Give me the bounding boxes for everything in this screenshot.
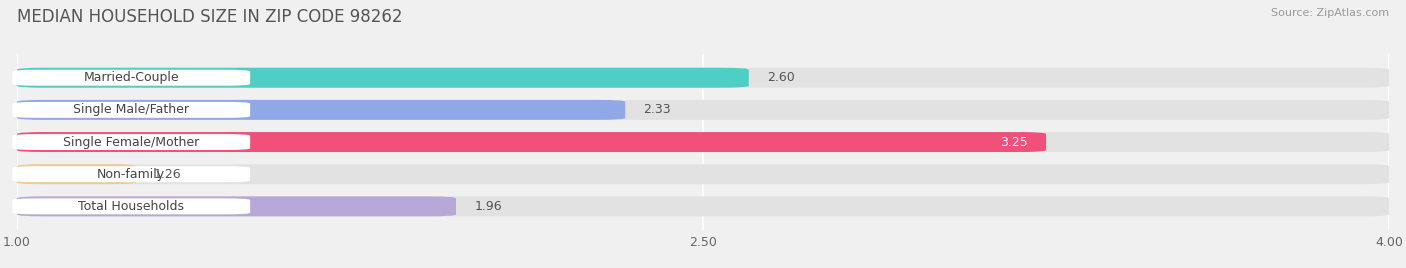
- FancyBboxPatch shape: [17, 100, 1389, 120]
- FancyBboxPatch shape: [13, 102, 250, 118]
- FancyBboxPatch shape: [17, 132, 1389, 152]
- Text: Total Households: Total Households: [79, 200, 184, 213]
- FancyBboxPatch shape: [17, 132, 1046, 152]
- FancyBboxPatch shape: [13, 166, 250, 182]
- Text: 1.96: 1.96: [474, 200, 502, 213]
- FancyBboxPatch shape: [17, 164, 1389, 184]
- Text: MEDIAN HOUSEHOLD SIZE IN ZIP CODE 98262: MEDIAN HOUSEHOLD SIZE IN ZIP CODE 98262: [17, 8, 402, 26]
- Text: 1.26: 1.26: [155, 168, 181, 181]
- FancyBboxPatch shape: [17, 196, 456, 216]
- FancyBboxPatch shape: [17, 196, 1389, 216]
- Text: 2.60: 2.60: [768, 71, 794, 84]
- Text: Non-family: Non-family: [97, 168, 166, 181]
- FancyBboxPatch shape: [17, 68, 749, 88]
- Text: Single Male/Father: Single Male/Father: [73, 103, 190, 116]
- FancyBboxPatch shape: [17, 164, 136, 184]
- FancyBboxPatch shape: [17, 100, 626, 120]
- Text: Source: ZipAtlas.com: Source: ZipAtlas.com: [1271, 8, 1389, 18]
- FancyBboxPatch shape: [13, 70, 250, 86]
- Text: Single Female/Mother: Single Female/Mother: [63, 136, 200, 148]
- FancyBboxPatch shape: [13, 134, 250, 150]
- Text: 3.25: 3.25: [1000, 136, 1028, 148]
- Text: 2.33: 2.33: [644, 103, 671, 116]
- FancyBboxPatch shape: [13, 198, 250, 214]
- Text: Married-Couple: Married-Couple: [83, 71, 179, 84]
- FancyBboxPatch shape: [17, 68, 1389, 88]
